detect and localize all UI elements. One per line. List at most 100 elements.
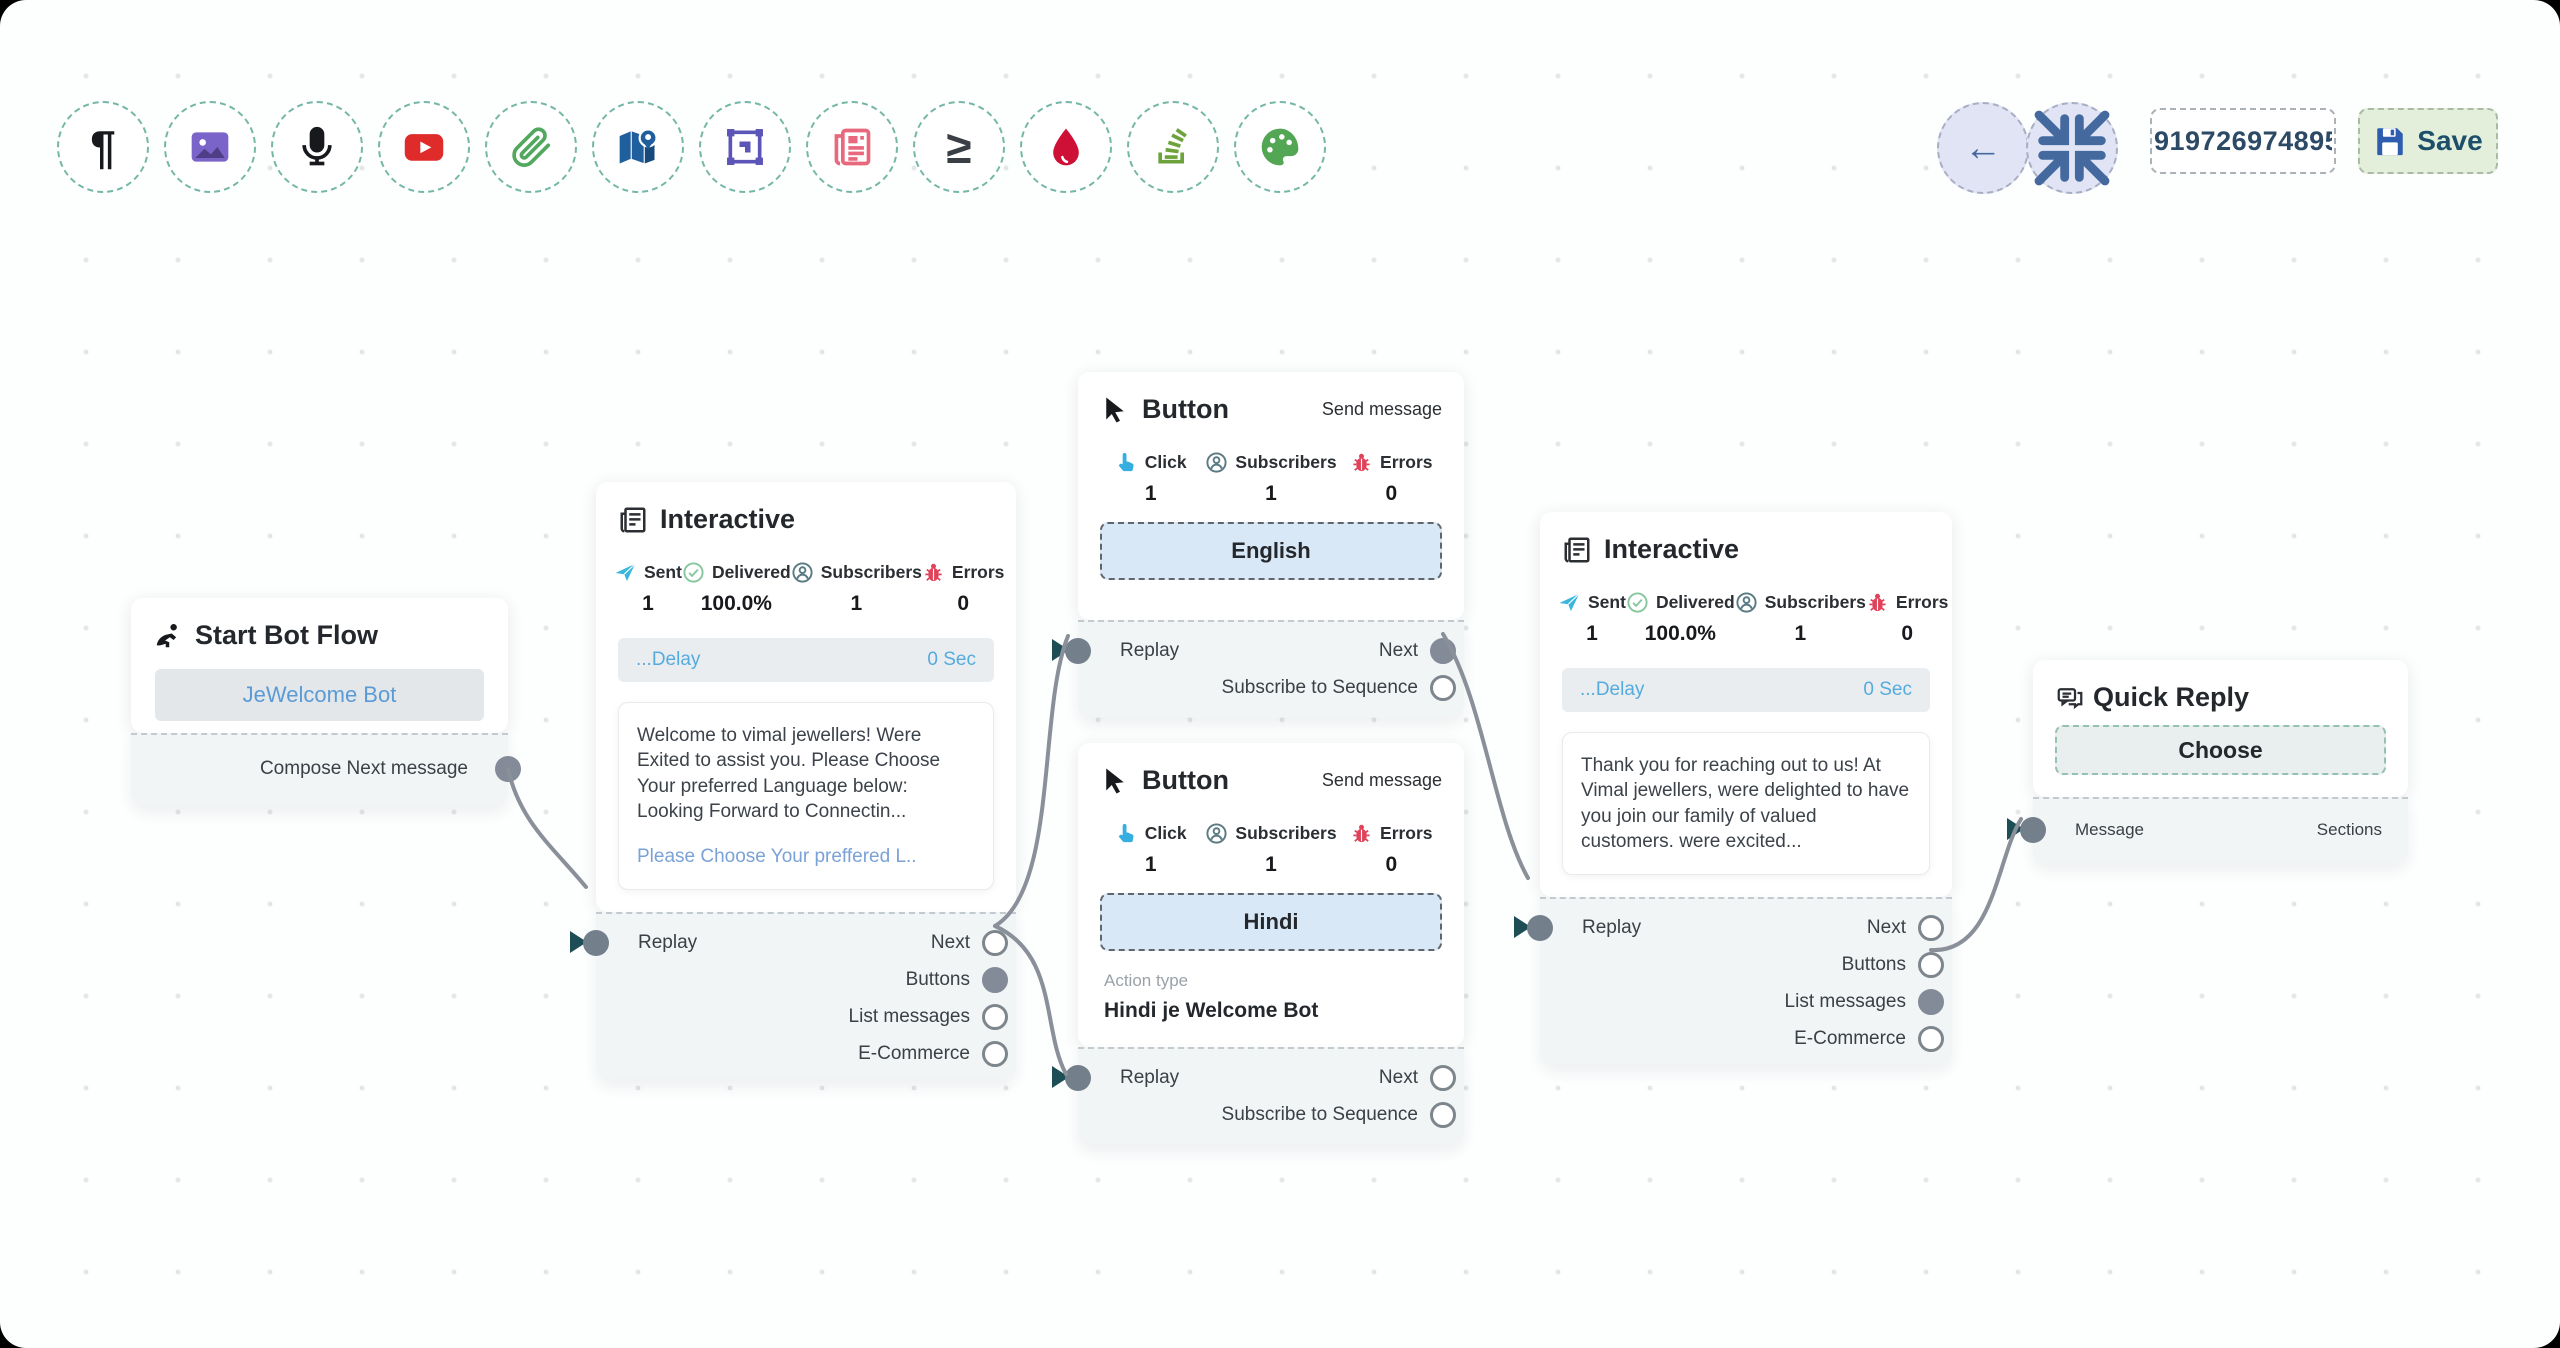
bug-icon bbox=[1353, 453, 1370, 472]
toolbar-text-format-button[interactable]: ¶ bbox=[57, 101, 149, 193]
back-button[interactable]: ← bbox=[1937, 102, 2029, 194]
node-start-bot-flow[interactable]: Start Bot Flow JeWelcome Bot Compose Nex… bbox=[131, 598, 521, 805]
next-label: Next bbox=[1378, 639, 1418, 661]
ecommerce-output-port[interactable] bbox=[1918, 1025, 1944, 1052]
phone-number-input[interactable] bbox=[2150, 108, 2336, 174]
microphone-icon bbox=[302, 126, 332, 166]
delay-label: ...Delay bbox=[636, 649, 701, 670]
click-icon bbox=[1118, 823, 1134, 843]
node-title: Interactive bbox=[1604, 534, 1740, 564]
sections-label: Sections bbox=[2316, 820, 2382, 839]
toolbar-image-button[interactable] bbox=[164, 101, 256, 193]
subscribe-output-port[interactable] bbox=[1430, 1101, 1456, 1128]
replay-label: Replay bbox=[1120, 1066, 1180, 1088]
bug-icon bbox=[1353, 824, 1370, 843]
interactive-icon bbox=[620, 507, 646, 532]
node-quick-reply[interactable]: Quick Reply Choose Message Sections bbox=[2007, 660, 2408, 863]
flow-name-button[interactable]: JeWelcome Bot bbox=[155, 669, 484, 721]
greater-equal-icon: ≥ bbox=[946, 121, 972, 173]
collapse-button[interactable] bbox=[2026, 102, 2118, 194]
subscriber-icon bbox=[1206, 452, 1227, 473]
message-text: Thank you for reaching out to us! At Vim… bbox=[1581, 755, 1910, 852]
cursor-icon bbox=[1106, 397, 1124, 422]
compose-next-label: Compose Next message bbox=[259, 758, 468, 779]
node-title: Start Bot Flow bbox=[195, 620, 378, 650]
toolbar-stack-button[interactable] bbox=[1127, 101, 1219, 193]
toolbar-video-button[interactable] bbox=[378, 101, 470, 193]
ecommerce-label: E-Commerce bbox=[858, 1042, 970, 1064]
image-icon bbox=[191, 132, 229, 162]
pilcrow-icon: ¶ bbox=[90, 121, 116, 173]
toolbar-location-button[interactable] bbox=[592, 101, 684, 193]
message-preview[interactable]: Thank you for reaching out to us! At Vim… bbox=[1562, 732, 1930, 876]
replay-input-handle[interactable] bbox=[1052, 1064, 1091, 1091]
delay-bar[interactable]: ...Delay 0 Sec bbox=[618, 638, 994, 682]
replay-input-handle[interactable] bbox=[1052, 637, 1091, 664]
newspaper-icon bbox=[834, 128, 871, 166]
stat-subscribers: Subscribers 1 bbox=[1205, 822, 1337, 877]
toolbar-news-button[interactable] bbox=[806, 101, 898, 193]
stat-subscribers: Subscribers 1 bbox=[1735, 591, 1866, 646]
compress-icon bbox=[2034, 110, 2110, 186]
toolbar-sequence-button[interactable]: ≥ bbox=[913, 101, 1005, 193]
next-output-port[interactable] bbox=[982, 929, 1008, 956]
toolbar-attachment-button[interactable] bbox=[485, 101, 577, 193]
buttons-output-port[interactable] bbox=[1918, 951, 1944, 978]
next-output-port[interactable] bbox=[1430, 1064, 1456, 1091]
stat-click: Click 1 bbox=[1096, 822, 1205, 877]
list-messages-output-port[interactable] bbox=[982, 1003, 1008, 1030]
message-input-handle[interactable] bbox=[2007, 817, 2046, 843]
toolbar-drip-button[interactable] bbox=[1020, 101, 1112, 193]
stack-icon bbox=[1158, 128, 1187, 164]
replay-input-handle[interactable] bbox=[570, 929, 609, 956]
check-circle-icon bbox=[1627, 592, 1648, 613]
node-button-english[interactable]: Button Send message Click 1 Subscribers … bbox=[1052, 372, 1464, 717]
stat-subscribers: Subscribers 1 bbox=[1205, 451, 1337, 506]
subscriber-icon bbox=[792, 562, 813, 583]
send-icon bbox=[1559, 593, 1580, 612]
stat-sent: Sent 1 bbox=[614, 561, 682, 616]
ecommerce-output-port[interactable] bbox=[982, 1040, 1008, 1067]
subscribe-output-port[interactable] bbox=[1430, 674, 1456, 701]
palette-icon bbox=[1261, 128, 1299, 166]
buttons-label: Buttons bbox=[1841, 953, 1906, 975]
replay-label: Replay bbox=[638, 931, 698, 953]
node-interactive-1[interactable]: Interactive Sent 1 Delivered 100.0% Subs… bbox=[570, 482, 1016, 1080]
buttons-label: Buttons bbox=[905, 968, 970, 990]
click-icon bbox=[1118, 452, 1134, 472]
save-button[interactable]: Save bbox=[2358, 108, 2498, 174]
node-interactive-2[interactable]: Interactive Sent 1 Delivered 100.0% Subs… bbox=[1514, 512, 1952, 1065]
floppy-disk-icon bbox=[2377, 128, 2404, 156]
buttons-output-port[interactable] bbox=[982, 966, 1008, 993]
start-flow-icon bbox=[156, 623, 177, 647]
list-messages-label: List messages bbox=[848, 1005, 970, 1027]
message-link[interactable]: Please Choose Your preffered L.. bbox=[637, 846, 917, 868]
message-text: Welcome to vimal jewellers! Were Exited … bbox=[637, 725, 941, 822]
stat-sent: Sent 1 bbox=[1558, 591, 1626, 646]
hindi-button[interactable]: Hindi bbox=[1100, 893, 1442, 951]
toolbar-template-button[interactable] bbox=[699, 101, 791, 193]
toolbar-theme-button[interactable] bbox=[1234, 101, 1326, 193]
choose-button[interactable]: Choose bbox=[2055, 725, 2386, 775]
toolbar-audio-button[interactable] bbox=[271, 101, 363, 193]
node-subtitle: Send message bbox=[1321, 399, 1442, 419]
message-label: Message bbox=[2075, 820, 2144, 839]
replay-input-handle[interactable] bbox=[1514, 914, 1553, 941]
node-button-hindi[interactable]: Button Send message Click 1 Subscribers … bbox=[1052, 743, 1464, 1144]
stat-errors: Errors 0 bbox=[922, 561, 1004, 616]
next-output-port[interactable] bbox=[1430, 637, 1456, 664]
compose-output-port[interactable] bbox=[495, 756, 521, 782]
message-preview[interactable]: Welcome to vimal jewellers! Were Exited … bbox=[618, 702, 994, 891]
bug-icon bbox=[925, 563, 942, 582]
list-messages-output-port[interactable] bbox=[1918, 988, 1944, 1015]
subscriber-icon bbox=[1206, 823, 1227, 844]
back-arrow-icon: ← bbox=[1964, 126, 2002, 169]
node-subtitle: Send message bbox=[1321, 770, 1442, 790]
list-messages-label: List messages bbox=[1784, 990, 1906, 1012]
subscribe-label: Subscribe to Sequence bbox=[1221, 1103, 1418, 1125]
english-button[interactable]: English bbox=[1100, 522, 1442, 580]
next-output-port[interactable] bbox=[1918, 914, 1944, 941]
delay-bar[interactable]: ...Delay 0 Sec bbox=[1562, 668, 1930, 712]
subscriber-icon bbox=[1736, 592, 1757, 613]
